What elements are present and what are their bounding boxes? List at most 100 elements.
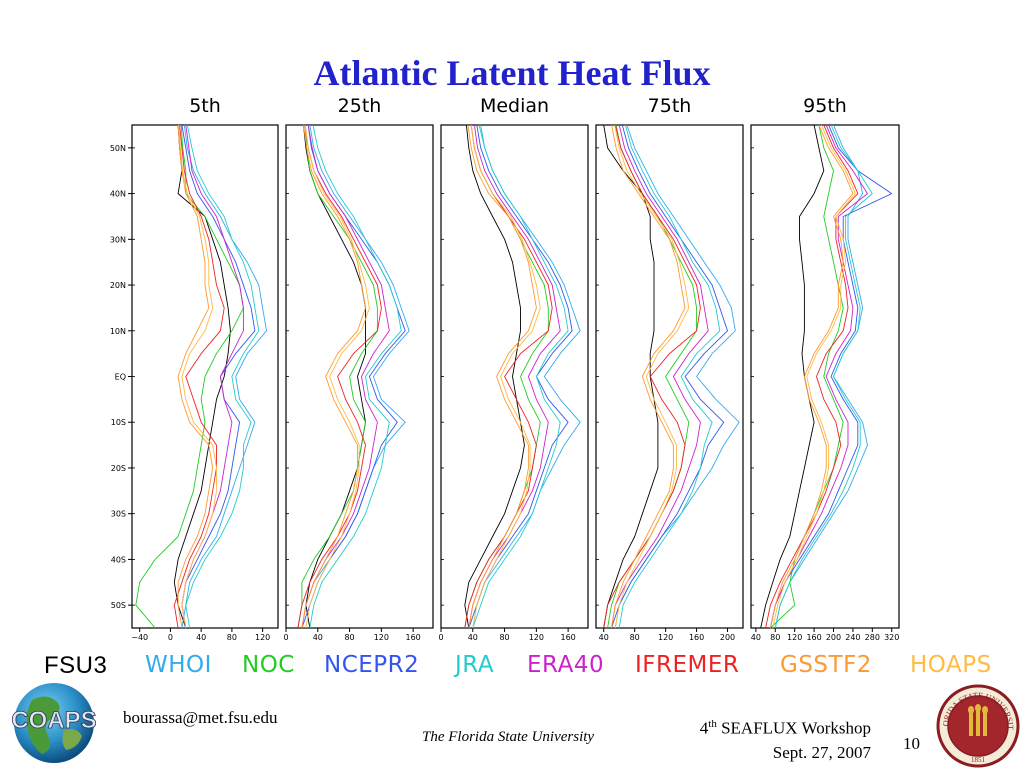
x-tick-label: 0 [283, 633, 288, 642]
series-line-hoaps [304, 124, 370, 629]
legend-item-jra: JRA [455, 652, 495, 678]
panel-title: Median [480, 95, 549, 117]
legend-item-whoi: WHOI [145, 652, 212, 678]
series-line-whoi [614, 124, 740, 629]
series-line-jra [185, 124, 260, 629]
series-line-noc [297, 124, 378, 629]
series-line-ifremer [603, 124, 701, 629]
x-tick-label: 80 [630, 633, 640, 642]
y-tick-label: 50S [111, 601, 126, 610]
series-line-gsstf2 [301, 124, 366, 629]
panel-title: 75th [648, 95, 692, 117]
series-line-jra [472, 124, 569, 629]
slide-title: Atlantic Latent Heat Flux [313, 53, 711, 93]
series-line-fsu3 [173, 124, 231, 629]
x-tick-label: 120 [374, 633, 389, 642]
y-tick-label: 10S [111, 418, 126, 427]
x-tick-label: 40 [751, 633, 761, 642]
seal-year: 1851 [971, 756, 986, 764]
y-tick-label: EQ [115, 373, 126, 382]
series-line-gsstf2 [769, 124, 854, 629]
y-tick-label: 30N [110, 235, 126, 244]
workshop-line: 4th SEAFLUX Workshop [640, 712, 871, 741]
series-line-ifremer [297, 124, 382, 629]
x-tick-label: 120 [255, 633, 270, 642]
panel-frame [440, 124, 589, 629]
series-line-ncepr2 [611, 124, 728, 629]
x-tick-label: 200 [720, 633, 735, 642]
x-tick-label: 80 [770, 633, 780, 642]
series-line-era40 [769, 124, 868, 629]
x-tick-label: 160 [560, 633, 575, 642]
page-number: 10 [903, 734, 920, 753]
series-line-ncepr2 [301, 124, 406, 629]
series-line-ncepr2 [769, 124, 893, 629]
panel-title: 95th [803, 95, 847, 117]
series-line-noc [135, 124, 244, 629]
series-line-jra [618, 124, 721, 629]
y-tick-label: 50N [110, 144, 126, 153]
y-tick-label: 40S [111, 555, 126, 564]
panel-title: 5th [189, 95, 221, 117]
torch-icon [968, 704, 988, 736]
series-line-fsu3 [303, 124, 366, 629]
y-tick-label: 30S [111, 510, 126, 519]
series-line-whoi [472, 124, 581, 629]
series-line-fsu3 [760, 124, 825, 629]
series-line-era40 [611, 124, 709, 629]
x-tick-label: 280 [865, 633, 880, 642]
series-line-hoaps [614, 124, 690, 629]
coaps-logo: COAPS [11, 683, 97, 763]
workshop-number: 4 [699, 718, 709, 738]
x-tick-label: 160 [689, 633, 704, 642]
legend-item-noc: NOC [242, 652, 295, 678]
y-tick-label: 40N [110, 190, 126, 199]
series-line-whoi [774, 124, 868, 629]
series-line-era40 [468, 124, 561, 629]
x-tick-label: 0 [438, 633, 443, 642]
workshop-ordinal: th [708, 718, 717, 730]
series-line-gsstf2 [467, 124, 537, 629]
x-tick-label: 240 [845, 633, 860, 642]
legend-item-fsu3: FSU3 [44, 652, 108, 679]
panel-frame [595, 124, 744, 629]
series-line-whoi [301, 124, 410, 629]
legend-item-hoaps: HOAPS [910, 652, 992, 678]
legend-item-gsstf2: GSSTF2 [780, 652, 872, 678]
x-tick-label: 40 [468, 633, 478, 642]
x-tick-label: 320 [884, 633, 899, 642]
series-line-fsu3 [464, 124, 525, 629]
workshop-date: Sept. 27, 2007 [772, 742, 871, 762]
series-line-hoaps [772, 124, 856, 629]
panel-95th: 95th 40 80 120 160 200 240 280 320 [750, 95, 900, 642]
panel-frame [285, 124, 434, 629]
series-line-hoaps [470, 124, 541, 629]
series-line-gsstf2 [177, 124, 214, 629]
x-tick-label: 80 [344, 633, 354, 642]
footer-email: bourassa@met.fsu.edu [123, 708, 278, 727]
x-tick-label: 80 [499, 633, 509, 642]
footer-workshop: 4th SEAFLUX Workshop Sept. 27, 2007 [640, 712, 871, 765]
series-line-ifremer [173, 124, 225, 629]
x-tick-label: 0 [168, 633, 173, 642]
x-tick-label: 120 [529, 633, 544, 642]
footer-university: The Florida State University [422, 729, 595, 745]
series-line-era40 [301, 124, 390, 629]
coaps-logo-text: COAPS [11, 707, 96, 734]
workshop-name: SEAFLUX Workshop [721, 718, 871, 738]
fsu-seal: FLORIDA STATE UNIVERSITY 1851 [934, 684, 1020, 768]
panel-5th: 5th −40 0 40 80 120 [131, 95, 279, 642]
x-tick-label: 160 [806, 633, 821, 642]
panel-title: 25th [338, 95, 382, 117]
legend-item-era40: ERA40 [527, 652, 605, 678]
x-tick-label: 120 [787, 633, 802, 642]
panel-75th: 75th 40 80 120 160 200 [595, 95, 744, 642]
x-tick-label: 40 [196, 633, 206, 642]
series-line-ifremer [464, 124, 553, 629]
panel-median: Median 0 40 80 120 160 [438, 95, 589, 642]
y-tick-label: 20S [111, 464, 126, 473]
x-tick-label: 40 [599, 633, 609, 642]
legend-item-ncepr2: NCEPR2 [324, 652, 420, 678]
series-line-gsstf2 [611, 124, 686, 629]
series-line-jra [774, 124, 873, 629]
